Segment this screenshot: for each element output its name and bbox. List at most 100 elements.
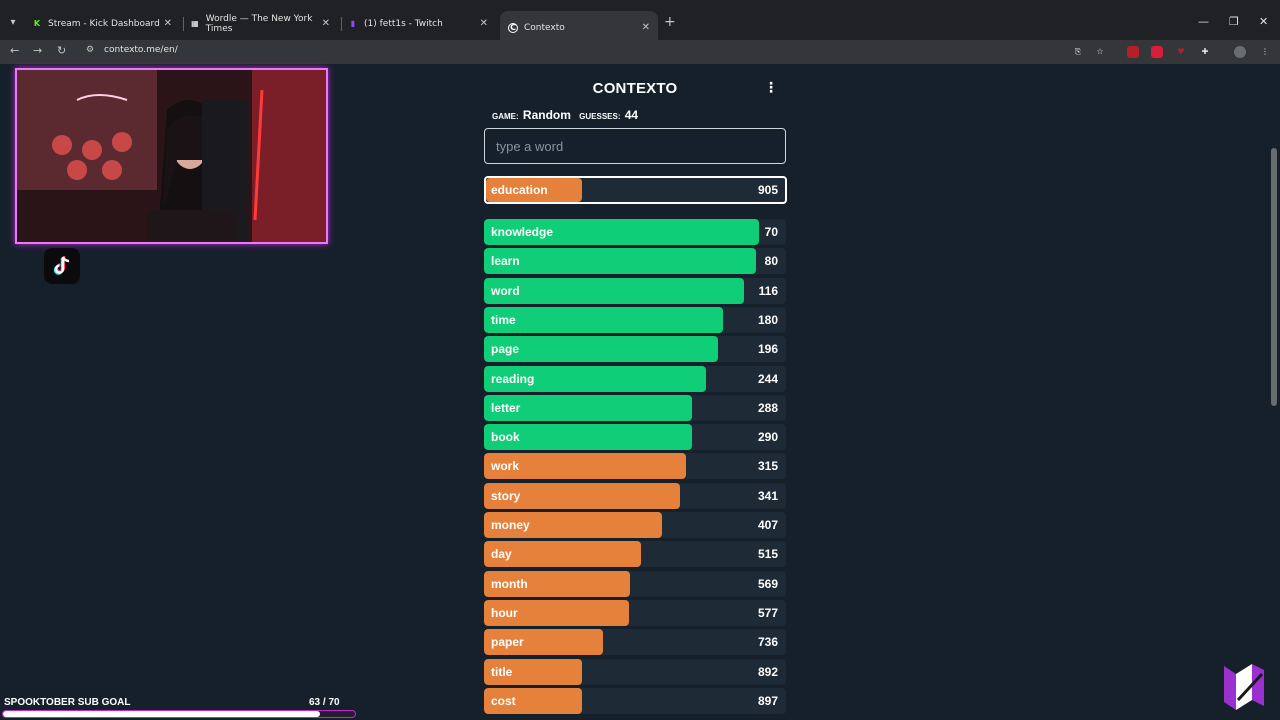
page-scrollbar[interactable] xyxy=(1268,64,1280,720)
sub-goal-progress-fill xyxy=(3,711,320,717)
site-info-icon[interactable]: ⚙ xyxy=(86,45,95,55)
guess-bar xyxy=(484,219,759,245)
guess-row: time 180 xyxy=(484,306,786,333)
guess-distance: 515 xyxy=(757,547,778,562)
guess-bar xyxy=(484,248,756,275)
guess-bar xyxy=(484,570,631,597)
address-bar[interactable] xyxy=(80,42,1120,62)
guess-row: paper 736 xyxy=(484,629,786,656)
tab-title: (1) fett1s - Twitch xyxy=(364,18,443,29)
guess-row: page 196 xyxy=(484,336,786,363)
guess-word: time xyxy=(491,312,516,327)
minimize-icon[interactable]: — xyxy=(1198,15,1209,28)
tab-separator xyxy=(183,17,184,31)
extensions-puzzle-icon[interactable]: ✚ xyxy=(1201,47,1209,56)
wordle-favicon-icon: ▦ xyxy=(191,19,199,28)
tab-title: Contexto xyxy=(524,22,565,33)
word-input[interactable] xyxy=(484,128,786,164)
guess-row: reading 244 xyxy=(484,365,786,392)
guess-bar xyxy=(484,599,629,626)
webcam-feed-image xyxy=(17,70,326,242)
guess-word: paper xyxy=(491,635,524,650)
guess-row: word 116 xyxy=(484,277,786,304)
guess-row: work 315 xyxy=(484,453,786,480)
tab-kick-dashboard[interactable]: K Stream - Kick Dashboard ✕ xyxy=(32,11,180,36)
close-tab-icon[interactable]: ✕ xyxy=(321,18,330,29)
profile-avatar-icon[interactable] xyxy=(1234,46,1246,58)
reload-icon[interactable]: ↻ xyxy=(57,44,67,57)
guess-distance: 116 xyxy=(758,283,778,298)
guess-bar xyxy=(484,453,687,480)
guess-distance: 244 xyxy=(757,371,778,386)
restore-icon[interactable]: ❐ xyxy=(1229,15,1239,28)
guess-distance: 569 xyxy=(757,576,778,591)
tab-twitch[interactable]: ▮ (1) fett1s - Twitch ✕ xyxy=(348,11,496,36)
game-title: CONTEXTO xyxy=(592,80,678,97)
guess-distance: 407 xyxy=(757,518,778,532)
guess-distance: 315 xyxy=(757,459,778,474)
guess-distance: 70 xyxy=(764,225,778,239)
close-tab-icon[interactable]: ✕ xyxy=(641,22,650,33)
forward-arrow-icon[interactable]: → xyxy=(33,44,43,57)
guess-bar xyxy=(484,424,693,451)
tab-title: Wordle — The New York Times xyxy=(205,13,313,34)
guess-word: cost xyxy=(491,693,516,708)
webcam-overlay xyxy=(15,68,328,244)
guess-distance: 577 xyxy=(757,605,778,620)
guess-row: letter 288 xyxy=(484,394,786,421)
scrollbar-thumb[interactable] xyxy=(1271,148,1277,406)
guess-row: learn 80 xyxy=(484,248,786,275)
guess-bar xyxy=(484,394,693,421)
extension-365-icon[interactable] xyxy=(1127,46,1139,58)
kick-favicon-icon: K xyxy=(33,19,41,28)
guess-word: month xyxy=(491,576,528,591)
bookmark-star-icon[interactable]: ☆ xyxy=(1096,47,1104,56)
tab-wordle[interactable]: ▦ Wordle — The New York Times ✕ xyxy=(190,11,338,36)
current-guess-distance: 905 xyxy=(757,183,778,197)
guess-row: cost 897 xyxy=(484,687,786,714)
sub-goal-label: SPOOKTOBER SUB GOAL xyxy=(4,697,131,708)
guess-row: story 341 xyxy=(484,482,786,509)
guess-distance: 288 xyxy=(757,400,778,415)
install-app-icon[interactable]: ⎘ xyxy=(1074,47,1082,56)
guess-distance: 196 xyxy=(757,342,778,357)
guess-word: money xyxy=(491,518,530,532)
sub-goal-count: 63 / 70 xyxy=(309,697,340,708)
game-mode-value: Random xyxy=(522,108,571,122)
window-close-icon[interactable]: ✕ xyxy=(1259,15,1269,28)
extension-heart-icon[interactable]: ♥ xyxy=(1177,47,1185,56)
tab-search-button[interactable]: ▾ xyxy=(10,17,16,28)
guess-word: title xyxy=(491,664,513,679)
guess-word: word xyxy=(491,283,520,298)
guess-word: book xyxy=(491,430,520,445)
game-label: GAME: xyxy=(492,112,519,121)
contexto-favicon-icon: C xyxy=(508,22,518,33)
guess-distance: 341 xyxy=(757,488,778,503)
guess-word: knowledge xyxy=(491,225,554,239)
tab-separator xyxy=(341,17,342,31)
browser-tab-bar: ▾ K Stream - Kick Dashboard ✕ ▦ Wordle —… xyxy=(0,0,1280,44)
back-arrow-icon[interactable]: ← xyxy=(10,44,20,57)
tab-contexto[interactable]: C Contexto ✕ xyxy=(500,11,658,44)
guesses-count: 44 xyxy=(624,108,639,122)
guess-bar xyxy=(484,336,719,363)
guess-bar xyxy=(484,629,604,656)
guess-word: letter xyxy=(491,400,521,415)
browser-menu-icon[interactable]: ⋮ xyxy=(1261,47,1269,56)
extension-red-icon[interactable] xyxy=(1151,46,1163,58)
close-tab-icon[interactable]: ✕ xyxy=(479,18,488,29)
tiktok-icon xyxy=(44,248,80,284)
guesses-label: GUESSES: xyxy=(579,112,621,121)
url-text[interactable]: contexto.me/en/ xyxy=(104,45,178,55)
guess-distance: 892 xyxy=(757,664,778,679)
guess-bar xyxy=(484,277,744,304)
close-tab-icon[interactable]: ✕ xyxy=(163,18,172,29)
guess-bar xyxy=(484,482,681,509)
guess-distance: 897 xyxy=(757,693,778,708)
guess-word: reading xyxy=(491,371,535,386)
new-tab-button[interactable]: + xyxy=(664,14,676,30)
game-info: GAME: Random GUESSES: 44 xyxy=(492,108,644,122)
more-options-icon[interactable]: ⋮ xyxy=(764,80,778,96)
guess-row: month 569 xyxy=(484,570,786,597)
guess-row: book 290 xyxy=(484,424,786,451)
